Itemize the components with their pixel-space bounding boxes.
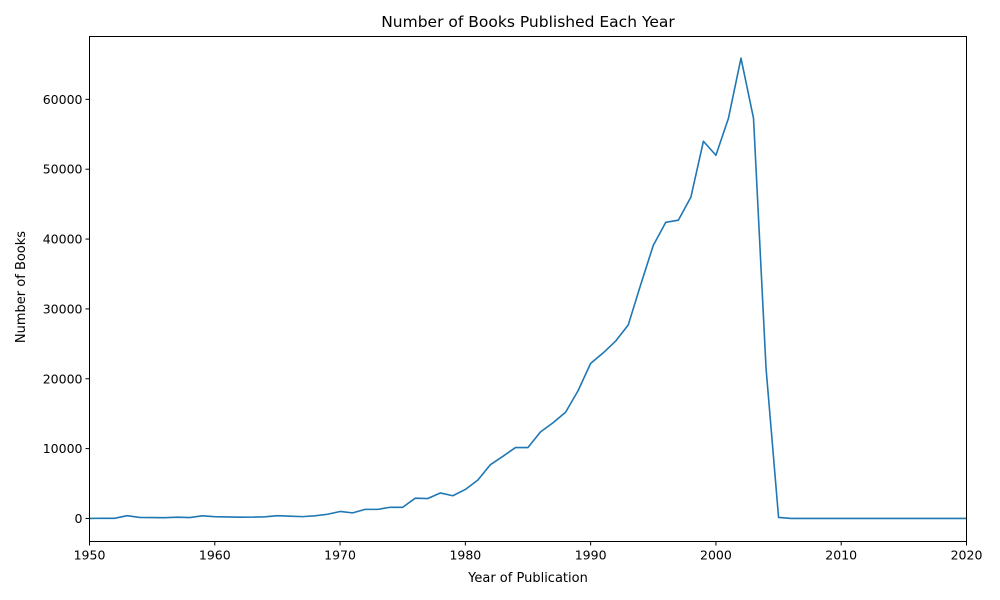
y-tick-label: 50000	[43, 162, 83, 177]
x-axis-label: Year of Publication	[467, 571, 588, 586]
x-tick-label: 1980	[449, 548, 481, 563]
y-tick-label: 60000	[43, 92, 83, 107]
y-tick-label: 40000	[43, 232, 83, 247]
y-tick-label: 20000	[43, 371, 83, 386]
x-tick-label: 1960	[199, 548, 231, 563]
series-line-0	[89, 57, 967, 520]
x-axis: 1950 1960 1970 1980 1990 2000 2010 2020	[74, 541, 983, 563]
plot-area	[89, 57, 967, 520]
x-tick-label: 1990	[575, 548, 607, 563]
x-tick-label: 1950	[74, 548, 106, 563]
y-axis: 0 10000 20000 30000 40000 50000 60000	[43, 92, 90, 526]
x-tick-label: 1970	[324, 548, 356, 563]
y-axis-label: Number of Books	[14, 231, 29, 343]
y-tick-label: 30000	[43, 301, 83, 316]
chart-title: Number of Books Published Each Year	[381, 13, 675, 31]
x-tick-label: 2000	[700, 548, 732, 563]
y-tick-label: 0	[75, 511, 83, 526]
x-tick-label: 2020	[951, 548, 983, 563]
plot-frame	[89, 36, 967, 542]
x-tick-label: 2010	[825, 548, 857, 563]
y-tick-label: 10000	[43, 441, 83, 456]
